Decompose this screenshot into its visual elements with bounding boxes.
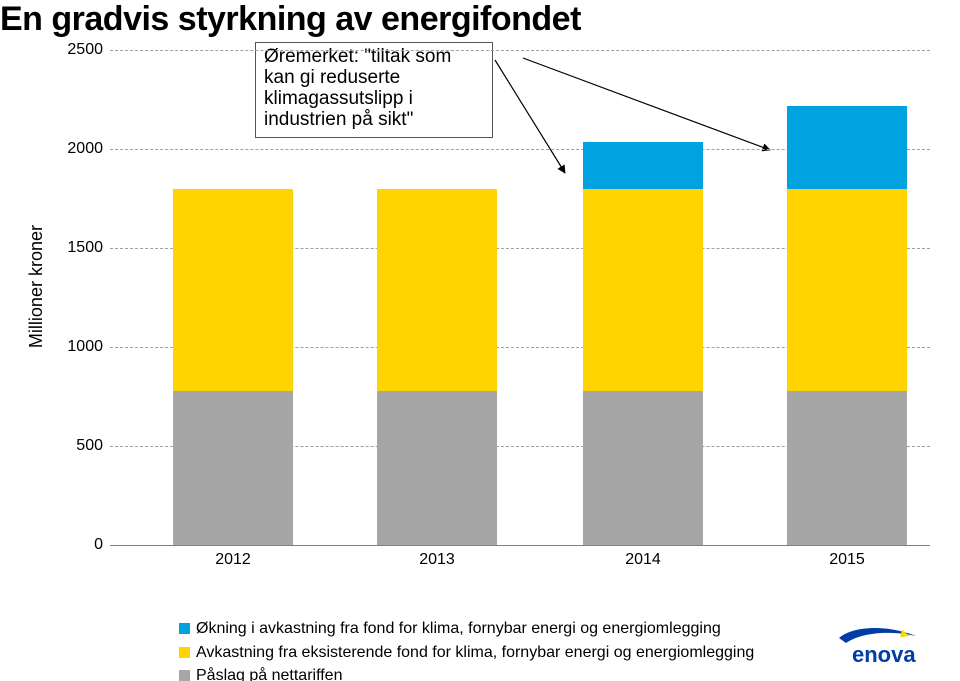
legend: Økning i avkastning fra fond for klima, … (179, 618, 754, 681)
slide-title: En gradvis styrkning av energifondet (0, 0, 581, 39)
x-category-label: 2015 (787, 551, 907, 569)
bar-segment-okning (583, 142, 703, 189)
bar-segment-avkast (377, 189, 497, 390)
logo-text: enova (852, 642, 916, 666)
legend-label: Påslag på nettariffen (196, 665, 342, 681)
y-tick-label: 1500 (55, 239, 103, 257)
plot-area: 05001000150020002500 (110, 50, 930, 545)
legend-label: Økning i avkastning fra fond for klima, … (196, 618, 721, 640)
bar-chart: Millioner kroner 05001000150020002500 20… (35, 50, 940, 610)
bar-segment-paaslag (583, 391, 703, 545)
grid-line (110, 545, 930, 546)
y-axis-label: Millioner kroner (26, 225, 47, 348)
legend-swatch-icon (179, 670, 190, 681)
bar-segment-avkast (583, 189, 703, 390)
enova-logo: enova (834, 628, 946, 671)
slide: En gradvis styrkning av energifondet Øre… (0, 0, 960, 681)
legend-label: Avkastning fra eksisterende fond for kli… (196, 642, 754, 664)
x-category-label: 2014 (583, 551, 703, 569)
legend-swatch-icon (179, 623, 190, 634)
y-tick-label: 0 (55, 536, 103, 554)
y-tick-label: 1000 (55, 338, 103, 356)
legend-item: Avkastning fra eksisterende fond for kli… (179, 642, 754, 664)
grid-line (110, 50, 930, 51)
y-tick-label: 500 (55, 437, 103, 455)
x-category-label: 2012 (173, 551, 293, 569)
y-tick-label: 2000 (55, 140, 103, 158)
bar-segment-paaslag (377, 391, 497, 545)
legend-item: Påslag på nettariffen (179, 665, 754, 681)
x-category-label: 2013 (377, 551, 497, 569)
legend-swatch-icon (179, 647, 190, 658)
legend-item: Økning i avkastning fra fond for klima, … (179, 618, 754, 640)
bar-segment-paaslag (173, 391, 293, 545)
bar-segment-paaslag (787, 391, 907, 545)
bar-segment-avkast (173, 189, 293, 390)
bar-segment-okning (787, 106, 907, 189)
bar-segment-avkast (787, 189, 907, 390)
y-tick-label: 2500 (55, 41, 103, 59)
